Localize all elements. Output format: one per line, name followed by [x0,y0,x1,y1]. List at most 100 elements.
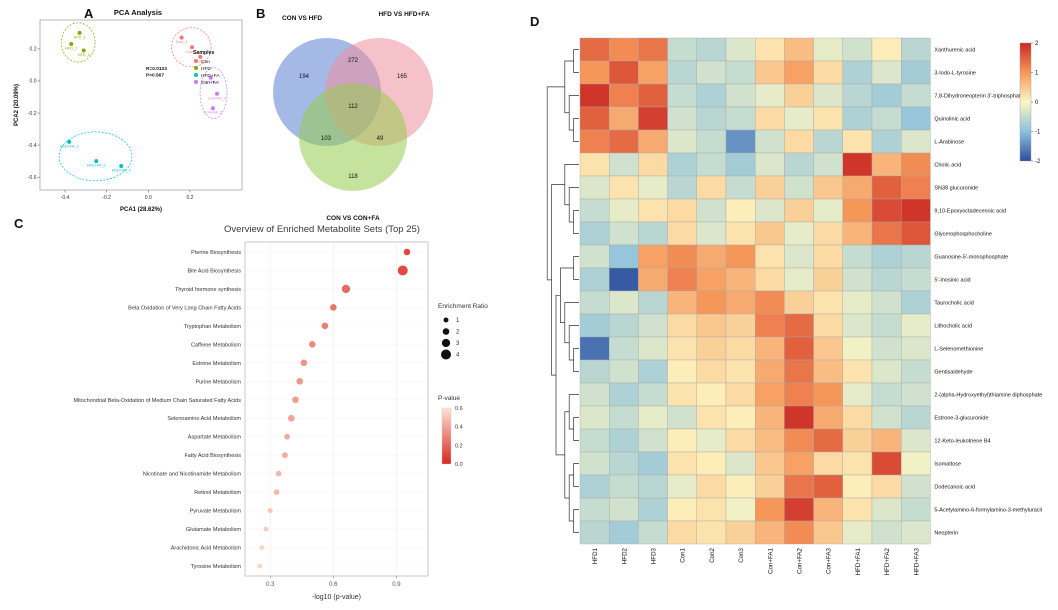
heatmap-row-label: Taurocholic acid [934,301,973,307]
panel-label-a: A [84,6,94,21]
svg-text:0.3: 0.3 [266,582,275,588]
venn-count: 112 [348,104,358,110]
dendrogram-branch [568,394,579,430]
heatmap-cell [725,83,756,108]
heatmap-row-label: L-Arabinose [934,140,964,146]
heatmap-cell [754,267,785,292]
heatmap-row-label: 9,10-Epoxyoctadecenoic acid [934,209,1006,215]
heatmap-cell [725,405,756,430]
heatmap-cell [667,405,698,430]
heatmap-cell [813,382,844,407]
heatmap-cell [725,60,756,85]
heatmap-cell [579,497,610,522]
pca-xlabel: PCA1 (28.62%) [120,207,162,213]
heatmap-cell [784,129,814,154]
pca-point [119,163,124,168]
heatmap-cell [813,451,844,476]
heatmap-cell [667,313,698,338]
heatmap-cell [813,106,844,131]
pvalue-legend-tick: 0.2 [455,443,463,449]
heatmap-cell [842,221,873,246]
heatmap-row-label: 5'-Inosinic acid [934,278,970,284]
heatmap-panel: Xanthurenic acid 3-Iodo-L-tyrosine 7,8-Dih… [515,8,1058,608]
pvalue-legend-tick: 0.6 [455,406,463,412]
dotplot-point [341,284,351,294]
dotplot-point [296,377,303,385]
heatmap-cell [754,359,785,384]
pca-point-label: Con+FA_2 [208,96,226,100]
heatmap-cell [579,451,610,476]
heatmap-cell [725,175,756,200]
dendrogram-branch [564,302,579,344]
heatmap-cell [901,313,931,338]
heatmap-cell [608,405,639,430]
heatmap-cell [579,405,610,430]
heatmap-cell [725,359,756,384]
heatmap-cell [784,428,814,453]
dotplot-category-label: Estrone Metabolism [192,361,241,367]
heatmap-cell [871,129,902,154]
heatmap-cell [871,520,902,545]
dendrogram-branch [568,325,579,361]
pca-point-label: Con_2 [186,50,197,54]
heatmap-cell [842,405,873,430]
heatmap-cell [608,152,639,177]
dotplot-point [403,248,411,256]
venn-set-label: CON VS HFD [282,15,322,22]
heatmap-cell [608,313,639,338]
heatmap-cell [754,221,785,246]
heatmap-cell [667,382,698,407]
svg-text:0.0: 0.0 [145,195,152,201]
heatmap-cell [901,359,931,384]
venn-circle [299,83,407,191]
heatmap-cell [784,359,814,384]
pca-point-label: Con_1 [176,40,187,44]
heatmap-col-label: Con2 [709,547,716,562]
heatmap-cell [754,497,785,522]
heatmap-cell [608,359,639,384]
dotplot-category-label: Pyruvate Metabolism [190,509,242,515]
heatmap-cell [608,83,639,108]
heatmap-cell [725,198,756,223]
heatmap-cell [754,405,785,430]
heatmap-cell [696,497,727,522]
heatmap-cell [667,428,698,453]
heatmap-cell [725,474,756,499]
heatmap-cell [608,428,639,453]
heatmap-cell [696,244,727,269]
heatmap-cell [579,474,610,499]
heatmap-cell [579,313,610,338]
pca-point-label: Con+FA_3 [204,111,222,115]
dendrogram-branch [573,509,579,533]
pca-cluster-ellipse [199,67,228,120]
heatmap-cell [579,267,610,292]
heatmap-cell [667,336,698,361]
dendrogram-branch [551,184,565,376]
heatmap-cell [608,198,639,223]
heatmap-cell [813,198,844,223]
pca-legend-label: Con [201,59,210,65]
dotplot-category-label: Tyrosine Metabolism [191,564,242,570]
heatmap-cell [901,37,931,62]
heatmap-cell [871,221,902,246]
heatmap-col-label: Con+FA3 [826,547,833,574]
heatmap-cell [871,37,902,62]
venn-count: 165 [397,74,408,80]
heatmap-cell [696,37,727,62]
venn-set-label: CON VS CON+FA [326,215,380,222]
heatmap-cell [784,244,814,269]
heatmap-cell [696,313,727,338]
heatmap-cell [871,428,902,453]
heatmap-cell [784,60,814,85]
svg-text:-0.4: -0.4 [28,143,37,149]
heatmap-cell [901,428,931,453]
heatmap-cell [725,267,756,292]
dendrogram-branch [573,256,579,280]
heatmap-cell [667,497,698,522]
dotplot-title: Overview of Enriched Metabolite Sets (To… [224,224,420,235]
heatmap-col-label: HFD1 [592,547,599,564]
heatmap-cell [638,83,668,108]
dotplot-point [321,322,329,330]
dotplot-category-label: Purine Metabolism [195,379,241,385]
